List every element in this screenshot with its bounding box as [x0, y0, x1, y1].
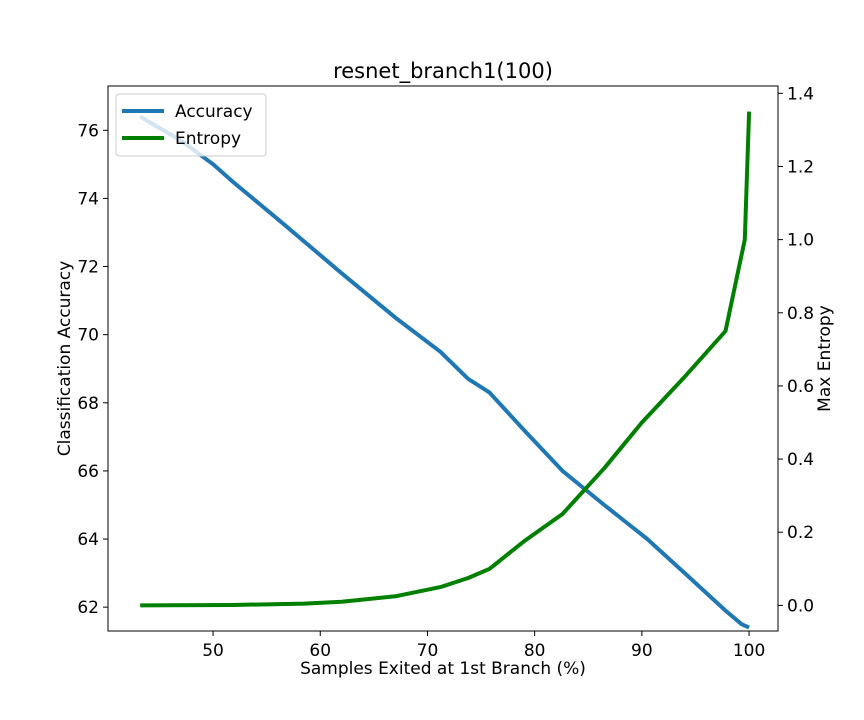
- y-axis-ticks: 62 64 66 68 70 72 74 76: [77, 121, 108, 618]
- y2-tick-label: 0.8: [787, 304, 814, 324]
- y2-tick-label: 0.4: [787, 450, 814, 470]
- y2-axis-ticks: 0.0 0.2 0.4 0.6 0.8 1.0 1.2 1.4: [778, 84, 814, 616]
- x-axis-label: Samples Exited at 1st Branch (%): [300, 659, 586, 679]
- y-axis-label: Classification Accuracy: [55, 261, 75, 457]
- x-tick-label: 80: [524, 641, 546, 661]
- chart-title: resnet_branch1(100): [333, 59, 553, 84]
- y-tick-label: 72: [77, 258, 99, 278]
- y-tick-label: 66: [77, 462, 99, 482]
- legend-label-accuracy: Accuracy: [175, 102, 253, 122]
- y-tick-label: 74: [77, 189, 99, 209]
- plot-marks: [139, 111, 752, 630]
- series-line-entropy: [140, 111, 752, 608]
- x-tick-label: 70: [417, 641, 439, 661]
- y2-tick-label: 0.0: [787, 596, 814, 616]
- y2-tick-label: 1.4: [787, 84, 814, 104]
- legend: Accuracy Entropy: [115, 93, 267, 157]
- y-tick-label: 70: [77, 326, 99, 346]
- y-tick-label: 64: [77, 530, 99, 550]
- series-line-accuracy: [139, 114, 750, 630]
- y2-tick-label: 1.2: [787, 157, 814, 177]
- x-axis-ticks: 50 60 70 80 90 100: [202, 631, 765, 661]
- y-tick-label: 62: [77, 598, 99, 618]
- y-tick-label: 76: [77, 121, 99, 141]
- y2-tick-label: 0.6: [787, 377, 814, 397]
- x-tick-label: 90: [631, 641, 653, 661]
- y-tick-label: 68: [77, 394, 99, 414]
- y2-tick-label: 1.0: [787, 231, 814, 251]
- legend-label-entropy: Entropy: [175, 129, 241, 149]
- x-tick-label: 100: [733, 641, 765, 661]
- y2-axis-label: Max Entropy: [815, 305, 835, 412]
- plot-frame: [107, 85, 779, 632]
- x-tick-label: 60: [309, 641, 331, 661]
- y2-tick-label: 0.2: [787, 523, 814, 543]
- x-tick-label: 50: [202, 641, 224, 661]
